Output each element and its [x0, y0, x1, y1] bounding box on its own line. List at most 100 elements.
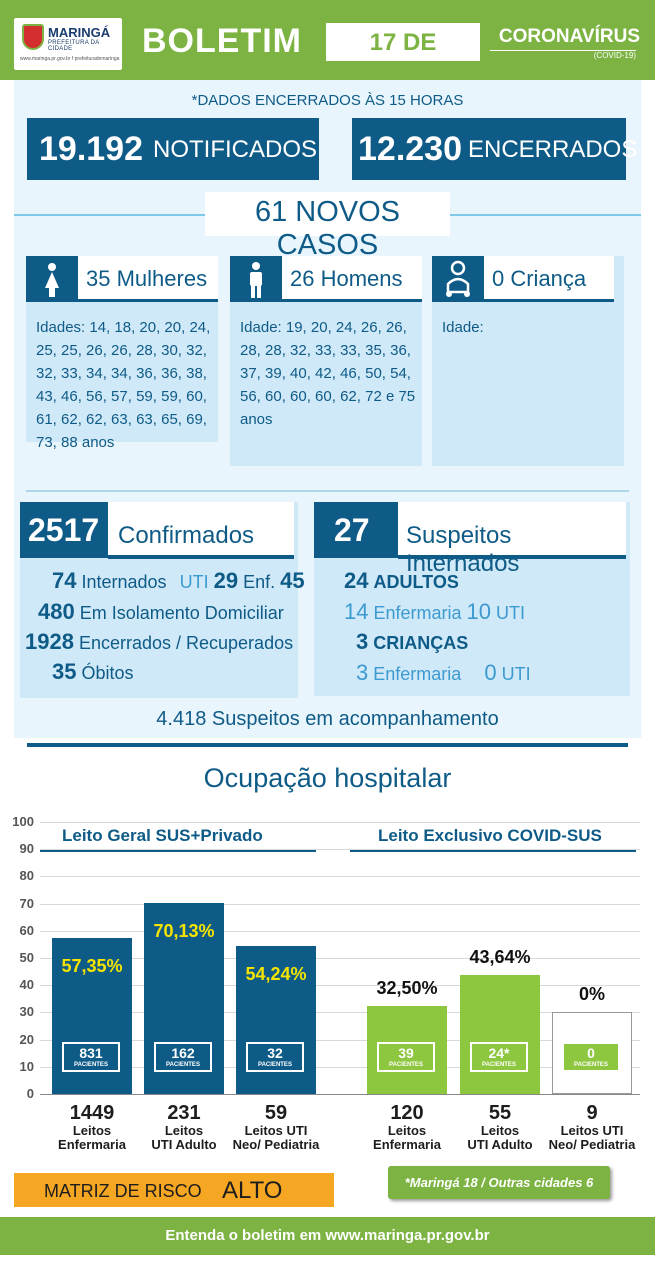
matriz-risco-value: ALTO: [222, 1177, 283, 1204]
bar-percentage-label: 32,50%: [376, 977, 438, 998]
male-count: 26 Homens: [290, 266, 403, 291]
criancas-label: CRIANÇAS: [373, 633, 469, 653]
isolamento-row: 480 Em Isolamento Domiciliar: [38, 599, 284, 625]
bar-percentage-label: 70,13%: [153, 921, 215, 942]
pacientes-label: PACIENTES: [574, 1062, 608, 1068]
leitos-category: UTI Adulto: [467, 1137, 533, 1152]
pacientes-count: 0: [587, 1045, 595, 1061]
leitos-count: 55: [488, 1102, 512, 1124]
pacientes-count: 831: [79, 1045, 103, 1061]
criancas-detail-row: 3 Enfermaria 0 UTI: [356, 660, 531, 686]
suspeitos-value: 27: [334, 512, 370, 548]
novos-casos-text: 61 NOVOS CASOS: [254, 196, 401, 261]
bulletin-date: 17 DE JULHO: [362, 29, 444, 84]
leitos-type: Leitos: [480, 1123, 520, 1138]
covid-subtitle: (COVID-19): [593, 51, 636, 60]
maringa-logo[interactable]: MARINGÁ PREFEITURA DA CIDADE www.maringa…: [14, 18, 122, 70]
adultos-uti-label: UTI: [496, 603, 526, 623]
leitos-type: Leitos: [387, 1123, 427, 1138]
suspeitos-label: Suspeitos Internados: [406, 522, 520, 577]
logo-name: MARINGÁ: [48, 25, 111, 40]
leitos-category: Enfermaria: [373, 1137, 441, 1152]
logo-subtitle: PREFEITURA DA CIDADE: [48, 40, 100, 52]
suspeitos-underline: [398, 555, 626, 559]
uti-num: 29: [213, 568, 239, 593]
y-tick-label: 50: [19, 950, 34, 965]
y-tick-label: 100: [12, 814, 34, 829]
notificados-box: 19.192 NOTIFICADOS: [27, 118, 319, 180]
internados-row: 74 Internados UTI 29 Enf. 45: [52, 568, 305, 594]
coronavirus-title: CORONAVÍRUS: [498, 26, 640, 47]
confirmados-value-box: 2517: [20, 502, 108, 558]
pacientes-badge: 32 PACIENTES: [246, 1042, 304, 1072]
adultos-row: 24 ADULTOS: [344, 568, 459, 594]
leitos-count: 120: [390, 1102, 424, 1124]
novos-casos-badge: 61 NOVOS CASOS: [205, 192, 450, 261]
gridline: [40, 876, 640, 878]
header-bar: MARINGÁ PREFEITURA DA CIDADE www.maringa…: [0, 0, 655, 84]
gridline: [40, 1066, 640, 1068]
female-ages: Idades: 14, 18, 20, 20, 24, 25, 25, 26, …: [36, 319, 211, 451]
leitos-label: 59 Leitos UTI Neo/ Pediatria: [228, 1102, 324, 1152]
panel-title-underline: [40, 850, 316, 852]
encerrados-box: 12.230 ENCERRADOS: [352, 118, 637, 180]
confirmados-label-box: Confirmados: [108, 502, 294, 558]
leitos-category: UTI Adulto: [151, 1137, 217, 1152]
leitos-label: 9 Leitos UTI Neo/ Pediatria: [544, 1102, 640, 1152]
cidades-note: *Maringá 18 / Outras cidades 6: [404, 1175, 594, 1190]
suspeitos-value-box: 27: [314, 502, 398, 558]
bar-percentage-label: 0%: [578, 984, 605, 1005]
leitos-count: 59: [264, 1102, 288, 1124]
matriz-risco-label: MATRIZ DE RISCO: [44, 1181, 202, 1201]
obitos-label: Óbitos: [81, 663, 134, 683]
internados-label: Internados: [81, 572, 167, 592]
obitos-row: 35 Óbitos: [52, 659, 134, 685]
footer-bar: Entenda o boletim em www.maringa.pr.gov.…: [0, 1217, 655, 1255]
leitos-category: Enfermaria: [58, 1137, 126, 1152]
pacientes-badge: 24* PACIENTES: [470, 1042, 528, 1072]
bulletin-title: BOLETIM: [142, 22, 302, 60]
enf-label: Enf.: [243, 572, 276, 592]
panel-title: Leito Exclusivo COVID-SUS: [378, 826, 602, 845]
footer-link[interactable]: Entenda o boletim em www.maringa.pr.gov.…: [165, 1227, 490, 1244]
criancas-row: 3 CRIANÇAS: [356, 629, 468, 655]
criancas-uti-label: UTI: [501, 664, 531, 684]
encerrados-value: 12.230: [358, 130, 462, 168]
criancas-enf-num: 3: [356, 660, 369, 685]
data-cutoff-note: *DADOS ENCERRADOS ÀS 15 HORAS: [191, 92, 464, 109]
date-badge: 17 DE JULHO: [326, 23, 480, 84]
pacientes-badge: 39 PACIENTES: [377, 1042, 435, 1072]
panel-title-underline: [350, 850, 636, 852]
pacientes-count: 24*: [488, 1045, 510, 1061]
male-icon: [230, 256, 282, 302]
ocupacao-title: Ocupação hospitalar: [203, 763, 452, 793]
adultos-uti-num: 10: [466, 599, 492, 624]
leitos-label: 55 Leitos UTI Adulto: [452, 1102, 548, 1152]
leitos-label: 231 Leitos UTI Adulto: [136, 1102, 232, 1152]
logo-social-links: www.maringa.pr.gov.br f prefeiturademari…: [20, 56, 120, 62]
pacientes-label: PACIENTES: [389, 1062, 423, 1068]
city-crest-icon: [22, 24, 44, 50]
summary-bottom-rule: [27, 743, 628, 747]
pacientes-label: PACIENTES: [482, 1062, 516, 1068]
child-card: 0 Criança Idade:: [432, 256, 624, 466]
male-ages: Idade: 19, 20, 24, 26, 26, 28, 28, 32, 3…: [240, 319, 416, 428]
female-card-header: 35 Mulheres: [26, 256, 218, 302]
leitos-label: 120 Leitos Enfermaria: [359, 1102, 455, 1152]
y-tick-label: 20: [19, 1031, 34, 1047]
female-card: 35 Mulheres Idades: 14, 18, 20, 20, 24, …: [26, 256, 218, 451]
bar-percentage-label: 54,24%: [245, 964, 307, 985]
confirmados-underline: [108, 555, 294, 559]
criancas-enf-label: Enfermaria: [373, 664, 462, 684]
y-tick-label: 70: [19, 895, 34, 911]
gridline: [40, 1012, 640, 1014]
gridline: [40, 822, 640, 823]
suspeitos-acompanhamento: 4.418 Suspeitos em acompanhamento: [156, 708, 499, 730]
leitos-type: Leitos: [164, 1123, 204, 1138]
pacientes-badge: 831 PACIENTES: [62, 1042, 120, 1072]
male-card: 26 Homens Idade: 19, 20, 24, 26, 26, 28,…: [230, 256, 422, 466]
gridline: [40, 903, 640, 905]
leitos-category: Neo/ Pediatria: [232, 1137, 320, 1152]
leitos-label: 1449 Leitos Enfermaria: [44, 1102, 140, 1152]
uti-label: UTI: [179, 572, 209, 592]
